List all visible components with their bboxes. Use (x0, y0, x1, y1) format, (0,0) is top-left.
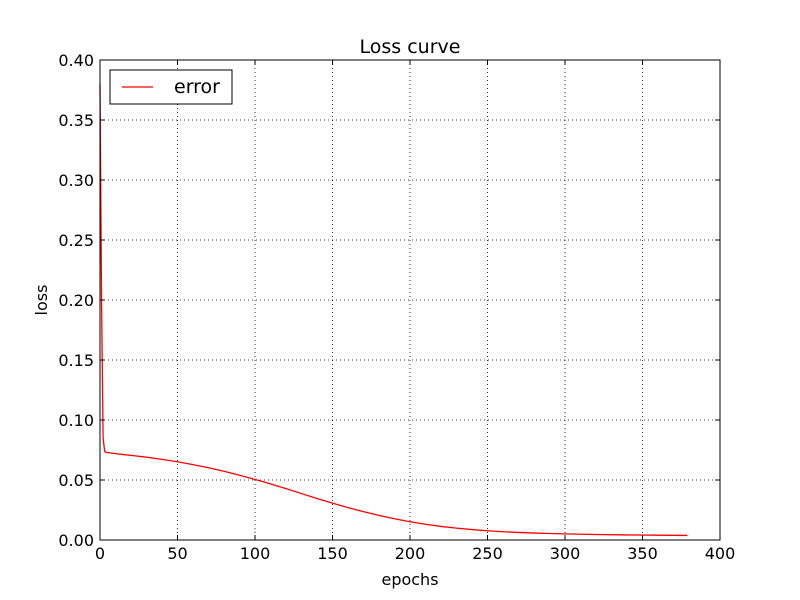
x-tick-label: 150 (317, 544, 348, 563)
chart-title: Loss curve (360, 36, 461, 58)
legend-label-error: error (174, 76, 220, 98)
y-tick-label: 0.40 (58, 51, 94, 70)
x-tick-label: 0 (95, 544, 105, 563)
y-tick-label: 0.20 (58, 291, 94, 310)
legend: error (109, 69, 233, 105)
x-tick-label: 350 (627, 544, 658, 563)
x-axis-label: epochs (381, 570, 438, 589)
y-tick-label: 0.00 (58, 531, 94, 550)
grid-lines (100, 60, 720, 540)
y-tick-label: 0.35 (58, 111, 94, 130)
x-tick-labels: 0 50 100 150 200 250 300 350 400 (95, 544, 735, 563)
x-tick-label: 50 (167, 544, 187, 563)
x-tick-label: 200 (395, 544, 426, 563)
y-tick-label: 0.15 (58, 351, 94, 370)
y-tick-label: 0.05 (58, 471, 94, 490)
y-axis-label: loss (32, 285, 51, 316)
y-tick-label: 0.10 (58, 411, 94, 430)
x-tick-label: 250 (472, 544, 503, 563)
x-tick-label: 300 (550, 544, 581, 563)
series-line-error (99, 83, 688, 537)
series-layer (99, 83, 688, 537)
y-tick-label: 0.25 (58, 231, 94, 250)
y-tick-labels: 0.00 0.05 0.10 0.15 0.20 0.25 0.30 0.35 0.40 (58, 51, 94, 550)
x-tick-label: 400 (705, 544, 736, 563)
x-tick-label: 100 (240, 544, 271, 563)
axis-ticks (99, 59, 721, 541)
y-tick-label: 0.30 (58, 171, 94, 190)
